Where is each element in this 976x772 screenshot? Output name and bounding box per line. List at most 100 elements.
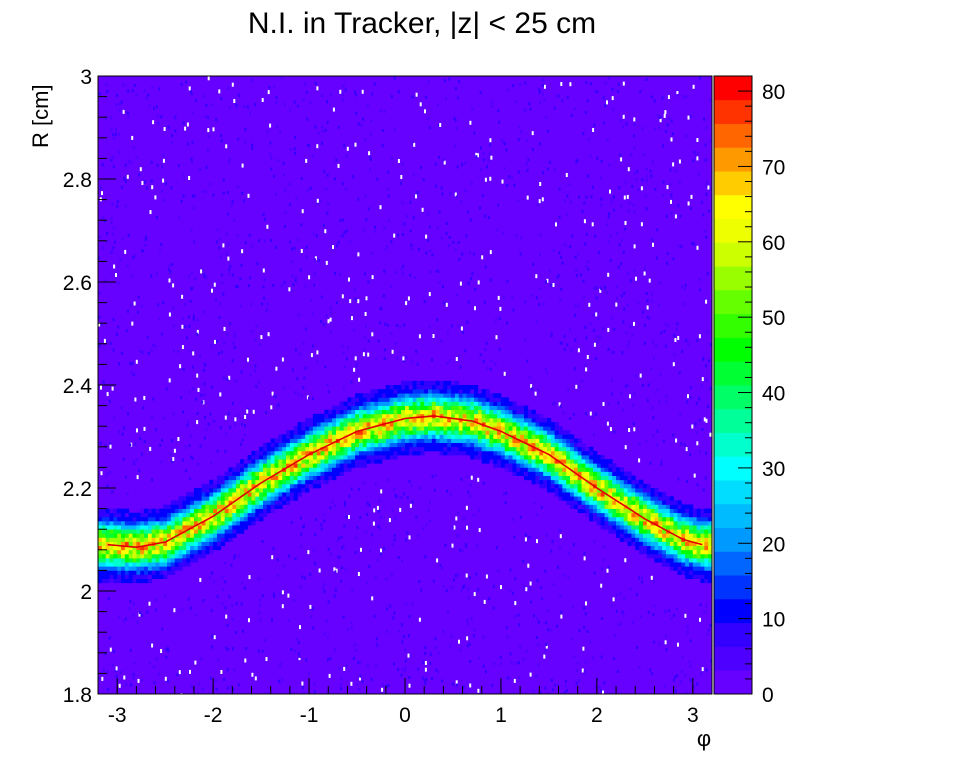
heatmap-cell xyxy=(350,626,353,630)
heatmap-cell xyxy=(546,471,552,476)
heatmap-cell xyxy=(228,508,233,514)
heatmap-cell xyxy=(593,504,598,509)
heatmap-cell xyxy=(393,446,398,452)
heatmap-cell xyxy=(243,467,249,472)
heatmap-cell xyxy=(685,504,690,509)
heatmap-cell xyxy=(100,322,103,326)
heatmap-cell xyxy=(527,438,532,444)
heatmap-cell xyxy=(458,438,463,444)
heatmap-cell xyxy=(516,450,521,456)
heatmap-cell xyxy=(358,393,364,398)
heatmap-cell xyxy=(672,362,675,367)
heatmap-cell xyxy=(283,281,286,285)
heatmap-cell xyxy=(397,233,400,237)
heatmap-cell xyxy=(358,463,364,468)
heatmap-cell xyxy=(385,405,390,411)
heatmap-cell xyxy=(546,455,552,460)
heatmap-cell xyxy=(251,672,254,677)
heatmap-cell xyxy=(316,417,321,423)
heatmap-cell xyxy=(129,362,132,366)
heatmap-cell xyxy=(354,90,356,94)
heatmap-cell xyxy=(700,516,705,522)
heatmap-cell xyxy=(448,236,451,239)
heatmap-cell xyxy=(412,95,415,99)
heatmap-cell xyxy=(616,525,621,530)
heatmap-cell xyxy=(594,234,596,238)
heatmap-cell xyxy=(347,446,352,452)
heatmap-cell xyxy=(566,479,571,485)
heatmap-cell xyxy=(500,442,506,448)
heatmap-cell xyxy=(201,268,204,271)
heatmap-cell xyxy=(497,434,502,439)
heatmap-cell xyxy=(490,155,493,160)
heatmap-cell xyxy=(284,102,286,106)
heatmap-cell xyxy=(132,602,135,606)
heatmap-cell xyxy=(662,180,665,184)
heatmap-cell xyxy=(664,110,667,115)
heatmap-cell xyxy=(215,240,218,244)
heatmap-cell xyxy=(428,422,433,427)
heatmap-cell xyxy=(185,469,187,473)
heatmap-cell xyxy=(424,109,426,114)
heatmap-cell xyxy=(193,549,199,555)
heatmap-cell xyxy=(186,336,188,340)
heatmap-cell xyxy=(650,541,655,547)
heatmap-cell xyxy=(205,541,210,547)
heatmap-cell xyxy=(297,471,302,476)
heatmap-cell xyxy=(445,231,448,235)
heatmap-cell xyxy=(658,537,663,542)
heatmap-cell xyxy=(101,246,104,250)
heatmap-cell xyxy=(347,459,352,464)
heatmap-cell xyxy=(301,463,306,468)
heatmap-cell xyxy=(539,417,544,423)
heatmap-cell xyxy=(577,479,582,485)
heatmap-cell xyxy=(484,177,487,182)
heatmap-cell xyxy=(381,397,387,402)
heatmap-cell xyxy=(278,492,283,497)
heatmap-cell xyxy=(424,389,429,394)
heatmap-cell xyxy=(607,215,610,219)
heatmap-cell xyxy=(385,577,388,581)
heatmap-cell xyxy=(639,525,644,530)
heatmap-cell xyxy=(209,525,214,530)
heatmap-cell xyxy=(378,499,381,503)
heatmap-cell xyxy=(354,550,357,554)
heatmap-cell xyxy=(650,492,655,497)
heatmap-cell xyxy=(263,479,268,485)
heatmap-cell xyxy=(477,588,480,592)
heatmap-cell xyxy=(151,562,156,567)
heatmap-cell xyxy=(562,467,567,472)
heatmap-cell xyxy=(477,405,483,411)
heatmap-cell xyxy=(205,520,210,526)
heatmap-cell xyxy=(343,430,348,435)
heatmap-cell xyxy=(311,154,314,157)
heatmap-cell xyxy=(151,520,156,526)
heatmap-cell xyxy=(535,426,540,431)
heatmap-cell xyxy=(678,180,681,184)
heatmap-cell xyxy=(451,397,456,402)
heatmap-cell xyxy=(228,504,233,509)
heatmap-cell xyxy=(568,551,571,555)
heatmap-cell xyxy=(270,508,275,514)
heatmap-cell xyxy=(190,529,195,534)
heatmap-cell xyxy=(653,640,655,644)
heatmap-cell xyxy=(136,574,141,579)
heatmap-cell xyxy=(408,535,411,540)
heatmap-cell xyxy=(202,687,205,691)
heatmap-cell xyxy=(451,385,456,390)
heatmap-cell xyxy=(481,455,486,460)
heatmap-cell xyxy=(278,459,283,464)
heatmap-cell xyxy=(143,440,146,444)
heatmap-cell xyxy=(627,525,632,530)
heatmap-cell xyxy=(493,455,498,460)
heatmap-cell xyxy=(683,95,686,99)
heatmap-cell xyxy=(509,568,512,572)
heatmap-cell xyxy=(281,590,284,595)
heatmap-cell xyxy=(312,397,314,401)
heatmap-cell xyxy=(374,409,379,415)
heatmap-cell xyxy=(570,475,575,481)
heatmap-cell xyxy=(224,537,229,542)
heatmap-cell xyxy=(602,402,605,406)
heatmap-cell xyxy=(497,417,502,423)
heatmap-cell xyxy=(602,96,605,100)
